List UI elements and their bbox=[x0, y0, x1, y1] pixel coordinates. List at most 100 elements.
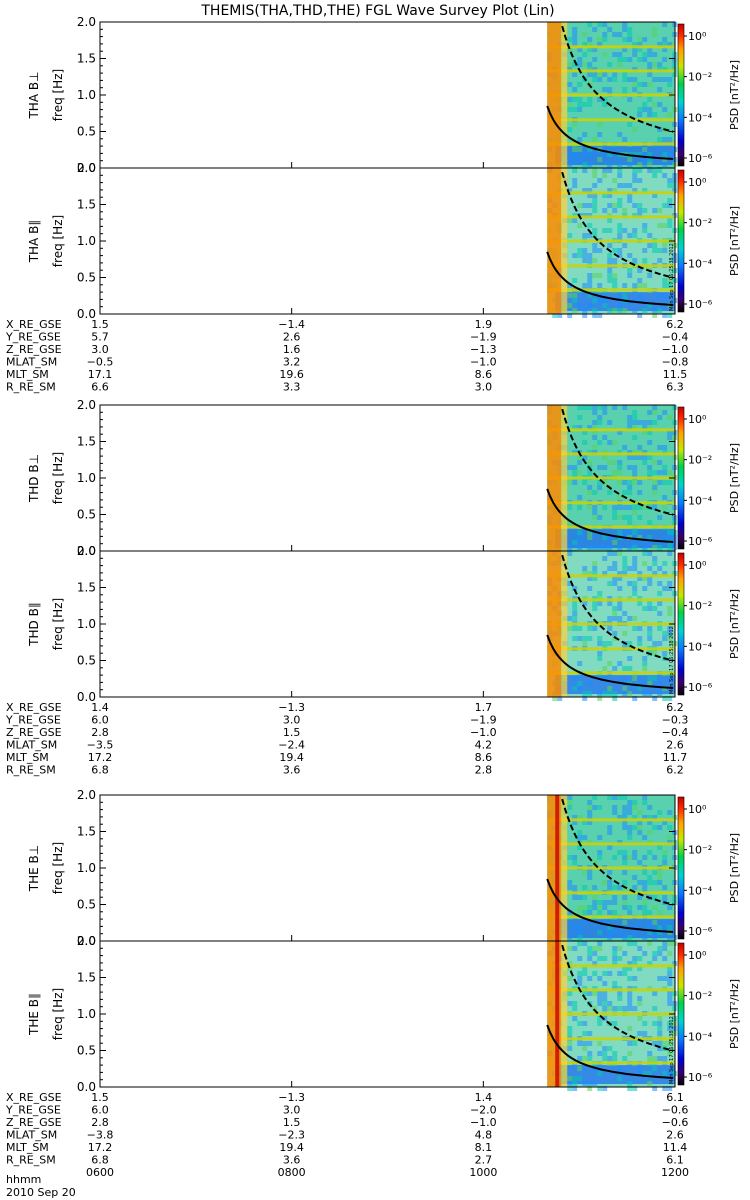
spectrogram-cell bbox=[597, 991, 603, 996]
spectrogram-cell bbox=[622, 691, 628, 696]
spectrogram-cell bbox=[662, 37, 668, 42]
spectrogram-cell bbox=[572, 298, 578, 303]
spectrogram-cell bbox=[582, 258, 588, 263]
spectrogram-cell bbox=[607, 62, 613, 67]
spectrogram-cell bbox=[612, 540, 618, 545]
spectrogram-cell bbox=[632, 825, 638, 830]
spectrogram-cell bbox=[602, 666, 608, 671]
spectrogram-cell bbox=[662, 535, 668, 540]
ephemeris-value: −1.0 bbox=[470, 356, 497, 369]
spectrogram-cell bbox=[582, 188, 588, 193]
spectrogram-cell bbox=[627, 1001, 633, 1006]
colorbar-tick-label: 10⁰ bbox=[688, 559, 707, 572]
spectrogram-cell bbox=[617, 971, 623, 976]
ephemeris-label: Y_RE_GSE bbox=[5, 714, 61, 727]
spectrogram-cell bbox=[592, 795, 598, 800]
spectrogram-cell bbox=[592, 445, 598, 450]
spectrogram-cell bbox=[622, 920, 628, 925]
spectrogram-cell bbox=[587, 910, 593, 915]
spectrogram-cell bbox=[627, 455, 633, 460]
ephemeris-value: 4.8 bbox=[475, 1129, 493, 1142]
spectrogram-cell bbox=[627, 27, 633, 32]
spectrogram-cell bbox=[627, 1086, 633, 1091]
spectrogram-cell bbox=[607, 268, 613, 273]
spectrogram-cell bbox=[627, 485, 633, 490]
ephemeris-label: Z_RE_GSE bbox=[6, 726, 62, 739]
spectrogram-cell bbox=[587, 681, 593, 686]
frequency-axis-label: freq [Hz] bbox=[51, 842, 65, 894]
harmonic-line bbox=[547, 622, 675, 626]
y-tick-label: 2.0 bbox=[77, 15, 96, 29]
spectrogram-cell bbox=[647, 1081, 653, 1086]
spectrogram-cell bbox=[612, 810, 618, 815]
spectrogram-cell bbox=[637, 641, 643, 646]
spectrogram-cell bbox=[587, 147, 593, 152]
spectrogram-cell bbox=[582, 885, 588, 890]
spectrogram-cell bbox=[652, 571, 658, 576]
spectrogram-cell bbox=[622, 490, 628, 495]
spectrogram-cell bbox=[642, 52, 648, 57]
spectrogram-cell bbox=[592, 566, 598, 571]
harmonic-line bbox=[547, 118, 675, 122]
onset-ridge-edge bbox=[561, 941, 568, 1087]
spectrogram-cell bbox=[622, 810, 628, 815]
spectrogram-cell bbox=[572, 626, 578, 631]
spectrogram-cell bbox=[602, 1051, 608, 1056]
spectrogram-cell bbox=[647, 1056, 653, 1061]
spectrogram-cell bbox=[617, 228, 623, 233]
spectrogram-cell bbox=[627, 97, 633, 102]
spectrogram-cell bbox=[617, 303, 623, 308]
spectrogram-cell bbox=[637, 820, 643, 825]
ephemeris-value: 2.6 bbox=[666, 1129, 684, 1142]
spectrogram-cell bbox=[667, 810, 673, 815]
spectrogram-cell bbox=[582, 32, 588, 37]
spectrogram-cell bbox=[652, 545, 658, 550]
spectrogram-cell bbox=[632, 976, 638, 981]
y-tick-label: 0.5 bbox=[77, 125, 96, 139]
spectrogram-cell bbox=[642, 800, 648, 805]
ephemeris-value: 1.6 bbox=[283, 343, 301, 356]
ephemeris-label: X_RE_GSE bbox=[6, 1091, 62, 1104]
spectrogram-cell bbox=[607, 460, 613, 465]
spectrogram-cell bbox=[642, 661, 648, 666]
spectrogram-cell bbox=[632, 42, 638, 47]
spectrogram-cell bbox=[587, 505, 593, 510]
spectrogram-cell bbox=[567, 1086, 573, 1091]
spectrogram-cell bbox=[622, 308, 628, 313]
spectrogram-cell bbox=[622, 825, 628, 830]
spectrogram-cell bbox=[662, 243, 668, 248]
colorbar-gradient bbox=[677, 552, 685, 696]
ephemeris-value: −1.3 bbox=[278, 701, 305, 714]
spectrogram-cell bbox=[582, 820, 588, 825]
spectrogram-cell bbox=[652, 870, 658, 875]
spectrogram-cell bbox=[612, 616, 618, 621]
spectrogram-cell bbox=[657, 258, 663, 263]
colorbar: 10⁰ 10⁻² 10⁻⁴ 10⁻⁶ PSD [nT²/Hz] bbox=[677, 942, 741, 1086]
spectrogram-cell bbox=[572, 470, 578, 475]
spectrogram-cell bbox=[632, 875, 638, 880]
ephemeris-value: 6.2 bbox=[666, 764, 684, 777]
spectrogram-cell bbox=[622, 870, 628, 875]
ephemeris-value: −1.3 bbox=[278, 1091, 305, 1104]
spectrogram-cell bbox=[592, 137, 598, 142]
probe-thd: 0.0 0.5 1.0 1.5 2.0 THD B⊥ freq [Hz] 10⁰ 10⁻² 10⁻… bbox=[5, 398, 741, 777]
spectrogram-cell bbox=[642, 208, 648, 213]
spectrogram-cell bbox=[657, 1031, 663, 1036]
onset-ridge-edge bbox=[561, 795, 568, 941]
spectrogram-cell bbox=[627, 77, 633, 82]
spectrogram-cell bbox=[637, 57, 643, 62]
spectrogram-cell bbox=[637, 636, 643, 641]
spectrogram-cell bbox=[652, 895, 658, 900]
spectrogram-cell bbox=[592, 173, 598, 178]
spectrogram-cell bbox=[617, 606, 623, 611]
spectrogram-cell bbox=[602, 37, 608, 42]
spectrogram-cell bbox=[657, 127, 663, 132]
spectrogram-cell bbox=[592, 228, 598, 233]
spectrogram-cell bbox=[597, 656, 603, 661]
spectrogram-cell bbox=[567, 37, 573, 42]
spectrogram-cell bbox=[577, 925, 583, 930]
spectrogram-cell bbox=[617, 996, 623, 1001]
ephemeris-value: 1.5 bbox=[91, 318, 109, 331]
spectrogram-cell bbox=[662, 1086, 668, 1091]
